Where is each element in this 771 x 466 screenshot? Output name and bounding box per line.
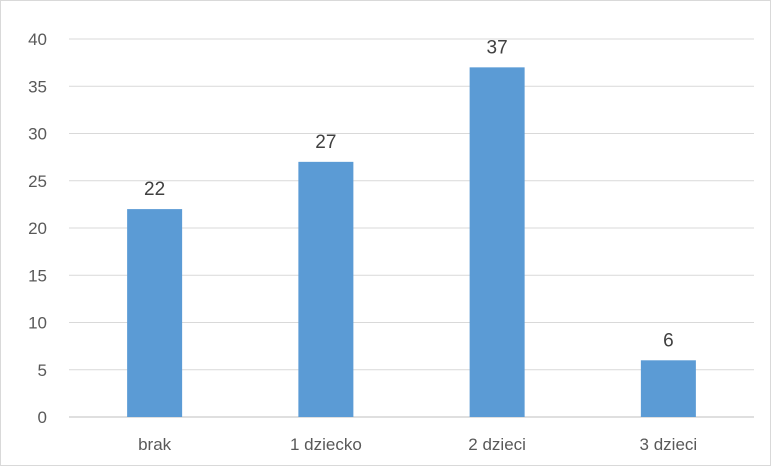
- y-tick-label: 20: [28, 219, 47, 238]
- x-category-label: 2 dzieci: [468, 435, 526, 454]
- bar-0: [127, 209, 183, 417]
- y-tick-label: 5: [38, 361, 47, 380]
- y-tick-label: 40: [28, 30, 47, 49]
- bar-1: [298, 161, 354, 417]
- bar-3: [640, 360, 696, 417]
- y-tick-label: 30: [28, 125, 47, 144]
- bar-2: [469, 67, 525, 417]
- data-label: 6: [663, 330, 674, 351]
- y-tick-label: 35: [28, 77, 47, 96]
- y-tick-label: 0: [38, 408, 47, 427]
- x-category-label: 3 dzieci: [640, 435, 698, 454]
- data-label: 37: [487, 37, 508, 58]
- y-tick-label: 25: [28, 172, 47, 191]
- data-label: 27: [315, 132, 336, 153]
- x-category-label: 1 dziecko: [290, 435, 362, 454]
- x-category-label: brak: [138, 435, 172, 454]
- y-tick-label: 15: [28, 266, 47, 285]
- data-label: 22: [144, 179, 165, 200]
- y-tick-label: 10: [28, 314, 47, 333]
